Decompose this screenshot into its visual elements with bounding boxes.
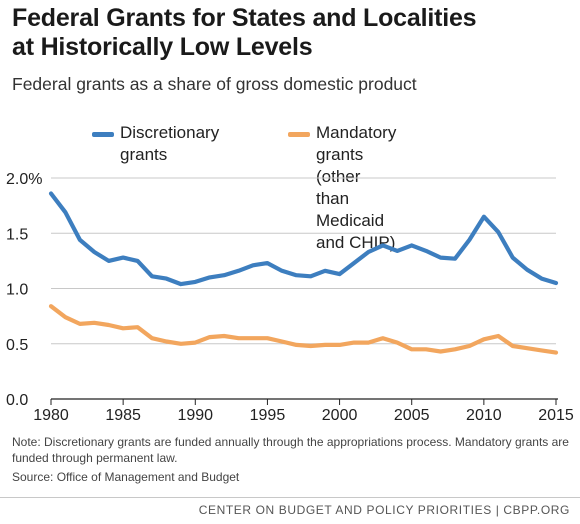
series-line-mandatory bbox=[48, 304, 559, 355]
legend-swatch-mandatory bbox=[288, 132, 310, 137]
x-tick-label: 1985 bbox=[105, 407, 141, 424]
chart-title-line2: at Historically Low Levels bbox=[12, 33, 313, 61]
x-tick-label: 1980 bbox=[33, 407, 69, 424]
x-tick-label: 2000 bbox=[322, 407, 358, 424]
x-tick-label: 2005 bbox=[394, 407, 430, 424]
legend-label-discretionary: Discretionary grants bbox=[120, 122, 219, 166]
footer-credit: CENTER ON BUDGET AND POLICY PRIORITIES |… bbox=[198, 503, 570, 517]
chart-subtitle: Federal grants as a share of gross domes… bbox=[12, 74, 417, 94]
footer-divider bbox=[0, 497, 580, 498]
x-tick-label: 1995 bbox=[250, 407, 286, 424]
axes bbox=[50, 398, 558, 405]
legend: Discretionary grants Mandatory grants (o… bbox=[92, 122, 572, 252]
x-tick-label: 1990 bbox=[177, 407, 213, 424]
legend-swatch-discretionary bbox=[92, 132, 114, 137]
gridlines bbox=[51, 177, 556, 345]
legend-label-discretionary-line1: Discretionary grants bbox=[120, 123, 220, 164]
y-tick-label: 1.5 bbox=[6, 226, 28, 243]
chart-note: Note: Discretionary grants are funded an… bbox=[12, 435, 569, 465]
x-tick-label: 2010 bbox=[466, 407, 502, 424]
y-tick-label: 0.0 bbox=[6, 392, 28, 409]
y-tick-label: 2.0% bbox=[6, 171, 42, 188]
y-tick-label: 0.5 bbox=[6, 337, 28, 354]
y-tick-label: 1.0 bbox=[6, 282, 28, 299]
chart-title: Federal Grants for States and Localities… bbox=[12, 4, 568, 62]
legend-label-mandatory-line1: Mandatory grants (other bbox=[316, 123, 397, 186]
chart-source: Source: Office of Management and Budget bbox=[12, 470, 240, 484]
series-lines bbox=[48, 191, 559, 355]
chart-title-line1: Federal Grants for States and Localities bbox=[12, 4, 477, 32]
tick-labels: 0.0 0.5 1.0 1.5 2.0% 1980 1985 1990 1995 2000 2005… bbox=[6, 171, 574, 424]
line-chart: 0.0 0.5 1.0 1.5 2.0% 1980 1985 1990 1995 2000 2005… bbox=[6, 171, 574, 424]
x-tick-label: 2015 bbox=[538, 407, 574, 424]
series-line-discretionary bbox=[48, 191, 559, 287]
